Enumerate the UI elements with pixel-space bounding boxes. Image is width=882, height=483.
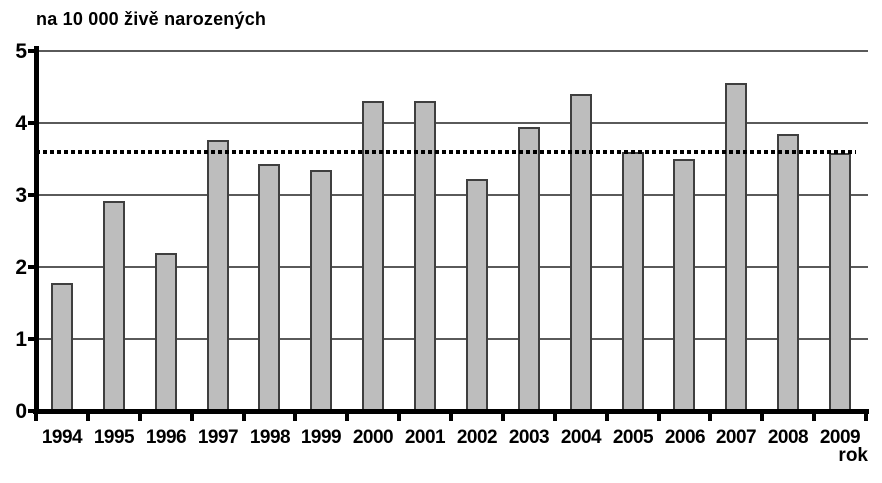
y-tick-label: 5 — [15, 40, 27, 63]
x-tick-label: 2008 — [767, 427, 809, 448]
x-tick-label: 2002 — [456, 427, 498, 448]
bar-1997 — [207, 140, 229, 411]
x-axis-tick — [138, 413, 142, 421]
x-axis-tick — [864, 413, 868, 421]
x-axis-tick — [605, 413, 609, 421]
x-tick-label: 1995 — [93, 427, 135, 448]
x-axis-tick — [449, 413, 453, 421]
bar-2009 — [829, 153, 851, 411]
y-tick-label: 0 — [15, 400, 27, 423]
reference-line — [36, 150, 856, 154]
y-gridline — [36, 122, 868, 124]
y-axis-tick — [28, 121, 36, 125]
bar-1994 — [51, 283, 73, 411]
x-tick-label: 2000 — [352, 427, 394, 448]
bar-1995 — [103, 201, 125, 411]
chart-title: na 10 000 živě narozených — [36, 9, 267, 29]
bar-2007 — [725, 83, 747, 411]
bar-1998 — [258, 164, 280, 411]
bar-2006 — [673, 159, 695, 411]
x-axis-tick — [242, 413, 246, 421]
x-tick-label: 2006 — [664, 427, 706, 448]
y-axis-tick — [28, 337, 36, 341]
x-axis-tick — [86, 413, 90, 421]
bar-1999 — [310, 170, 332, 411]
bar-2000 — [362, 101, 384, 411]
x-axis-tick — [190, 413, 194, 421]
bar-1996 — [155, 253, 177, 411]
x-tick-label: 2001 — [404, 427, 446, 448]
bar-2001 — [414, 101, 436, 411]
x-tick-label: 2009 — [819, 427, 861, 448]
x-tick-label: 2003 — [508, 427, 550, 448]
y-tick-label: 1 — [15, 328, 27, 351]
x-tick-label: 2007 — [715, 427, 757, 448]
y-axis-tick — [28, 193, 36, 197]
y-axis — [34, 46, 39, 414]
y-axis-tick — [28, 409, 36, 413]
x-axis-tick — [345, 413, 349, 421]
x-tick-label: 1999 — [300, 427, 342, 448]
y-tick-label: 2 — [15, 256, 27, 279]
bar-2002 — [466, 179, 488, 411]
x-axis-tick — [34, 413, 38, 421]
x-axis-tick — [553, 413, 557, 421]
y-gridline — [36, 50, 868, 52]
x-axis — [33, 409, 869, 414]
x-axis-tick — [657, 413, 661, 421]
y-gridline — [36, 266, 868, 268]
x-tick-label: 2004 — [560, 427, 602, 448]
x-tick-label: 1998 — [249, 427, 291, 448]
y-axis-tick — [28, 265, 36, 269]
y-tick-label: 4 — [15, 112, 27, 135]
x-axis-tick — [760, 413, 764, 421]
bar-2005 — [622, 152, 644, 411]
x-tick-label: 1997 — [197, 427, 239, 448]
x-axis-tick — [812, 413, 816, 421]
bar-2003 — [518, 127, 540, 411]
y-gridline — [36, 194, 868, 196]
y-axis-tick — [28, 49, 36, 53]
y-tick-label: 3 — [15, 184, 27, 207]
bar-2008 — [777, 134, 799, 411]
y-gridline — [36, 338, 868, 340]
x-tick-label: 2005 — [612, 427, 654, 448]
bar-2004 — [570, 94, 592, 411]
x-axis-tick — [397, 413, 401, 421]
x-tick-label: 1996 — [145, 427, 187, 448]
x-tick-label: 1994 — [41, 427, 83, 448]
x-axis-tick — [501, 413, 505, 421]
x-axis-tick — [293, 413, 297, 421]
x-axis-title: rok — [838, 445, 868, 466]
x-axis-tick — [708, 413, 712, 421]
